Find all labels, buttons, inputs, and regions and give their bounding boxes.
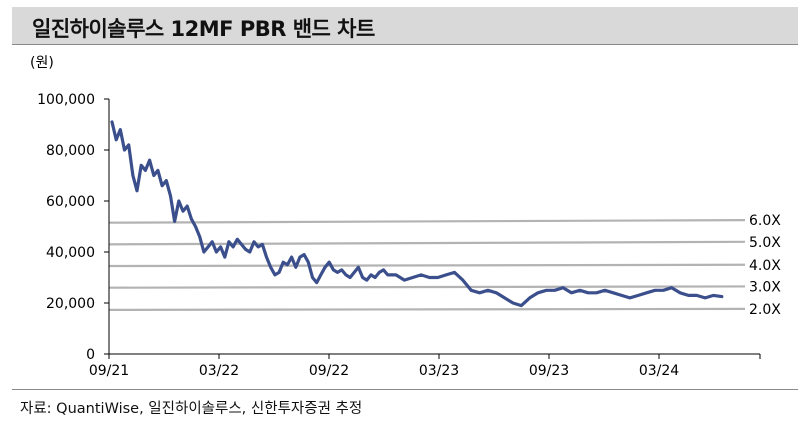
band-line-5-0x (108, 240, 746, 246)
title-bar: 일진하이솔루스 12MF PBR 밴드 차트 (12, 7, 798, 45)
y-unit-label: (원) (30, 55, 54, 71)
y-tick-label: 40,000 (46, 245, 95, 261)
y-tick-label: 20,000 (46, 296, 95, 312)
y-tick-label: 100,000 (37, 92, 95, 108)
band-line-2-0x (108, 307, 746, 311)
band-label-3-0x: 3.0X (749, 279, 781, 295)
y-tick-label: 0 (86, 347, 95, 363)
chart-title: 일진하이솔루스 12MF PBR 밴드 차트 (32, 17, 375, 41)
y-tick-label: 60,000 (46, 194, 95, 210)
x-tick-label: 09/22 (309, 363, 349, 379)
band-label-5-0x: 5.0X (749, 235, 781, 251)
x-tick-label: 09/21 (89, 363, 129, 379)
price-line (110, 120, 724, 308)
axes (108, 99, 760, 355)
source-note: 자료: QuantiWise, 일진하이솔루스, 신한투자증권 추정 (20, 401, 363, 417)
band-lines (108, 219, 746, 311)
band-line-4-0x (108, 263, 746, 268)
y-tick-labels: 0 20,000 40,000 60,000 80,000 100,000 (37, 92, 109, 363)
y-tick-label: 80,000 (46, 143, 95, 159)
band-label-6-0x: 6.0X (749, 213, 781, 229)
bottom-rule (12, 389, 798, 390)
x-tick-label: 03/23 (419, 363, 459, 379)
band-line-6-0x (108, 219, 746, 224)
x-tick-label: 09/23 (529, 363, 569, 379)
x-tick-label: 03/24 (639, 363, 679, 379)
band-line-3-0x (108, 285, 746, 289)
x-tick-label: 03/22 (199, 363, 239, 379)
band-label-4-0x: 4.0X (749, 258, 781, 274)
band-labels: 6.0X 5.0X 4.0X 3.0X 2.0X (749, 213, 781, 318)
price-series (110, 120, 724, 308)
band-label-2-0x: 2.0X (749, 302, 781, 318)
x-tick-labels: 09/21 03/22 09/22 03/23 09/23 03/24 (89, 354, 761, 379)
